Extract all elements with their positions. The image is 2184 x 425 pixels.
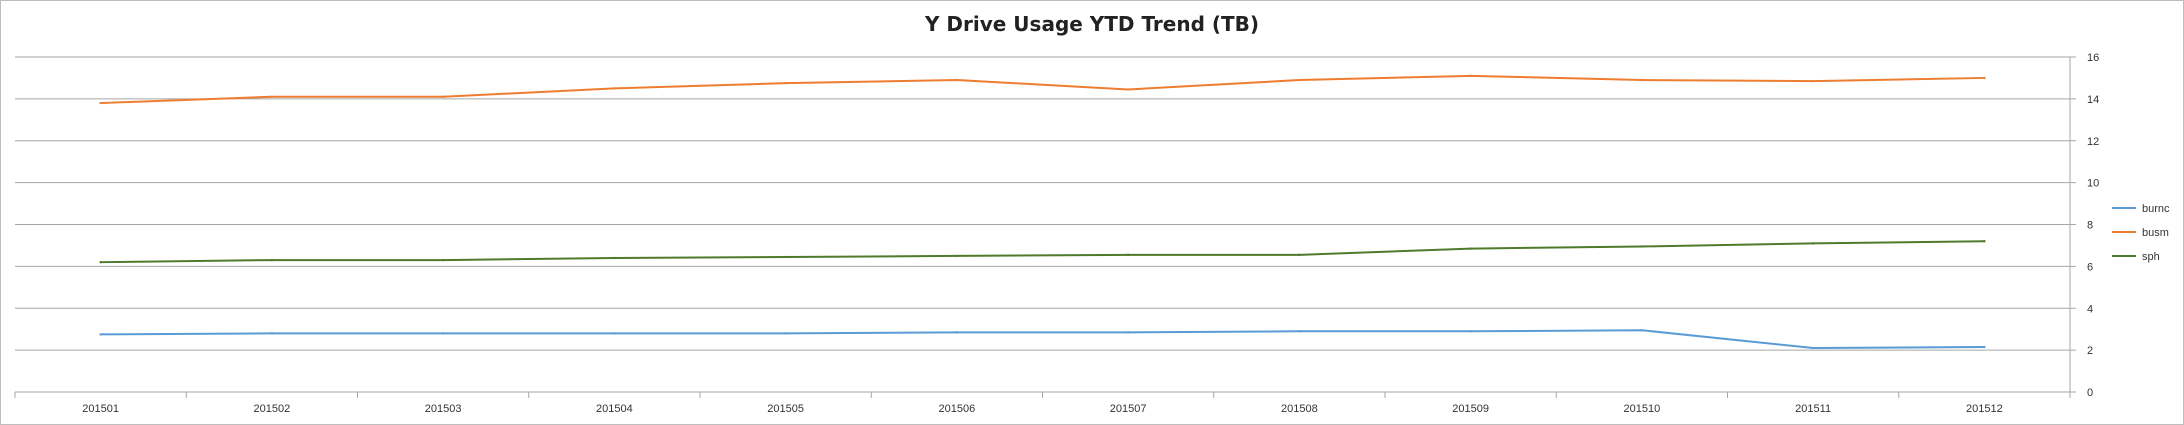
x-tick-label: 201507 [1110,403,1147,415]
data-point-burnc [613,332,616,335]
y-tick-label: 4 [2087,303,2093,315]
data-point-burnc [784,332,787,335]
data-point-burnc [441,332,445,335]
x-tick-label: 201501 [82,403,119,415]
y-tick-label: 2 [2087,345,2093,357]
data-point-burnc [99,333,102,336]
data-point-busm [784,81,787,85]
legend-label-sph: sph [2142,251,2160,263]
data-point-burnc [1298,330,1301,333]
data-point-sph [1983,240,1986,243]
data-point-sph [955,254,959,258]
x-tick-label: 201508 [1281,403,1318,415]
chart-title: Y Drive Usage YTD Trend (TB) [924,12,1260,36]
series-line-burnc [100,329,1985,350]
data-point-burnc [1640,329,1644,332]
data-point-busm [1126,88,1130,91]
legend-label-busm: busm [2142,227,2169,239]
series-line-busm [100,74,1985,105]
y-tick-label: 16 [2087,52,2099,64]
data-point-busm [1298,78,1301,82]
x-tick-label: 201509 [1452,403,1489,415]
data-point-burnc [955,331,959,334]
data-point-busm [99,101,102,105]
data-point-sph [99,260,102,264]
y-tick-label: 14 [2087,94,2099,106]
data-point-sph [1811,242,1815,245]
legend-label-burnc: burnc [2142,203,2170,215]
x-tick-label: 201503 [425,403,462,415]
x-tick-label: 201502 [254,403,291,415]
data-point-busm [1469,74,1472,78]
y-tick-label: 8 [2087,220,2093,232]
x-tick-label: 201511 [1795,403,1831,415]
data-point-sph [441,258,445,262]
y-tick-label: 12 [2087,136,2099,148]
data-point-sph [1640,245,1644,248]
data-point-sph [270,258,274,262]
data-point-sph [613,256,616,260]
data-point-busm [270,95,274,98]
data-point-busm [613,87,616,90]
data-point-burnc [1983,345,1986,349]
y-tick-label: 6 [2087,261,2093,273]
data-point-burnc [1811,346,1815,350]
x-tick-label: 201510 [1624,403,1661,415]
data-point-sph [1469,247,1472,250]
data-point-sph [1298,253,1301,257]
data-point-burnc [1126,331,1130,334]
x-tick-label: 201504 [596,403,633,415]
data-point-burnc [1469,330,1472,333]
data-point-busm [955,78,959,82]
x-tick-label: 201512 [1966,403,2003,415]
y-tick-label: 10 [2087,178,2099,190]
data-point-burnc [270,332,274,335]
data-point-busm [1640,78,1644,82]
series-line-sph [100,240,1985,264]
y-tick-label: 0 [2087,387,2093,399]
data-point-sph [784,255,787,259]
data-point-busm [1983,76,1986,80]
data-point-busm [441,95,445,98]
data-point-sph [1126,253,1130,257]
x-tick-label: 201505 [767,403,804,415]
data-point-busm [1811,79,1815,83]
x-tick-label: 201506 [939,403,976,415]
